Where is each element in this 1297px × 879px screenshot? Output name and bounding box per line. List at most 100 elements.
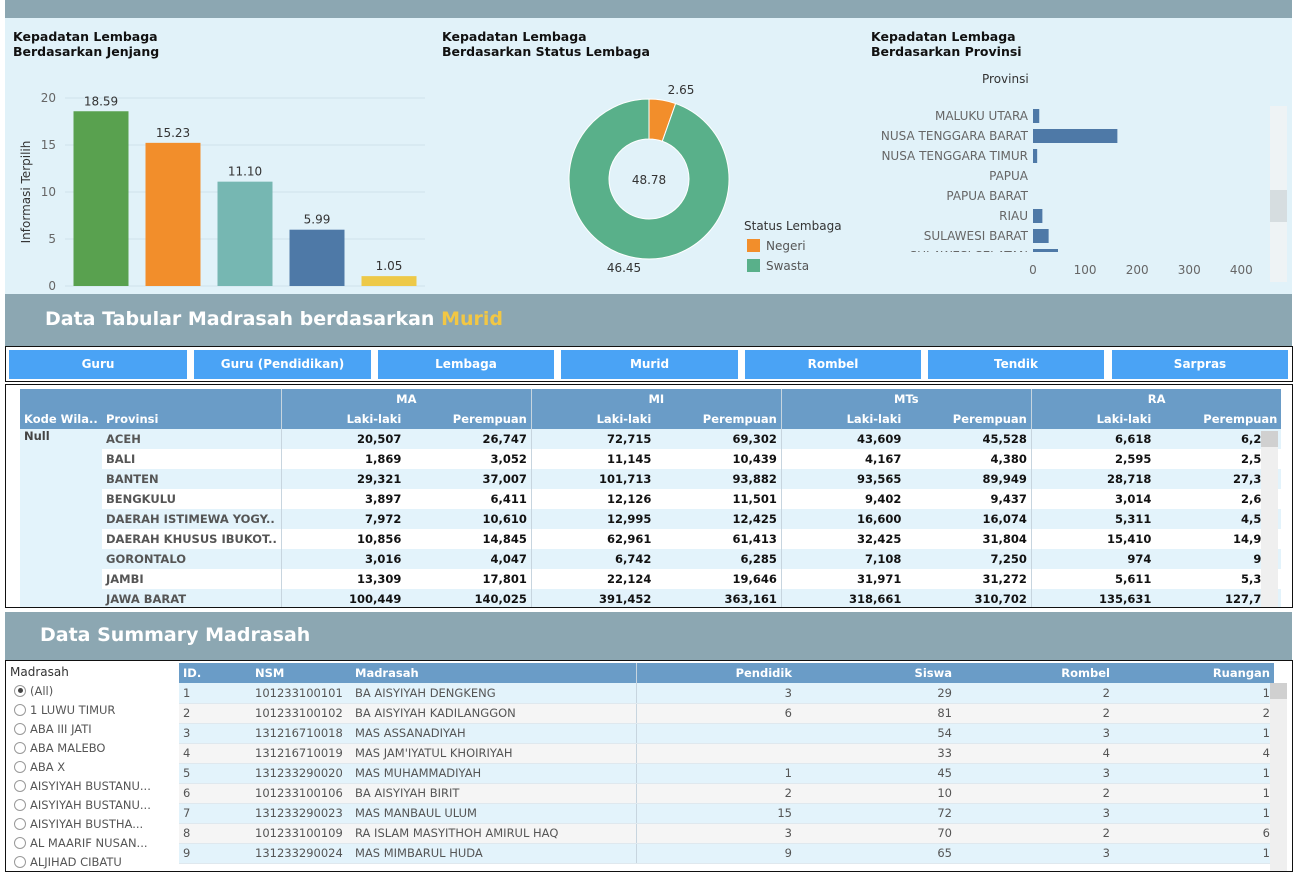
table-row[interactable]: JAWA BARAT 100,449 140,025 391,452 363,161 31… (20, 589, 1282, 607)
madrasah-filter-option[interactable]: ABA III JATI (14, 719, 92, 738)
table-row[interactable]: DAERAH ISTIMEWA YOGY.. 7,972 10,610 12,995 1… (20, 509, 1282, 529)
slice-swasta[interactable] (568, 98, 730, 260)
legend-swatch-negeri[interactable] (747, 239, 760, 252)
table-row[interactable]: 4 131216710019 MAS JAM'IYATUL KHOIRIYAH 33 4… (179, 743, 1274, 764)
bar-ra[interactable] (73, 111, 129, 286)
radio-button-icon[interactable] (14, 703, 26, 716)
radio-button-icon[interactable] (14, 760, 26, 773)
provinsi-bar-chart[interactable]: Provinsi MALUKU UTARA NUSA TENGGARA BARAT N… (865, 58, 1292, 294)
radio-button-icon[interactable] (14, 779, 26, 792)
table-row[interactable]: GORONTALO 3,016 4,047 6,742 6,285 7,108 7,250 9… (20, 549, 1282, 569)
status-title-line2: Berdasarkan Status Lembaga (442, 44, 650, 59)
tab-lembaga[interactable]: Lembaga (378, 350, 554, 379)
tab-murid[interactable]: Murid (561, 350, 738, 379)
header-ma-perempuan[interactable]: Perempuan (405, 409, 532, 429)
summary-scrollbar[interactable] (1270, 683, 1287, 871)
tabular-scrollbar-thumb[interactable] (1261, 431, 1278, 447)
legend-swatch-swasta[interactable] (747, 259, 760, 272)
bar-mi[interactable] (145, 142, 201, 286)
header-ra-perempuan[interactable]: Perempuan (1155, 409, 1282, 429)
header-mi-laki[interactable]: Laki-laki (531, 409, 656, 429)
header-group-mts[interactable]: MTs (781, 389, 1032, 409)
table-row[interactable]: BENGKULU 3,897 6,411 12,126 11,501 9,402 9,437… (20, 489, 1282, 509)
table-row[interactable]: Null ACEH 20,507 26,747 72,715 69,302 43,609 45… (20, 429, 1282, 607)
provinsi-bar[interactable] (1033, 229, 1049, 243)
header-ma-laki[interactable]: Laki-laki (281, 409, 406, 429)
header-provinsi[interactable]: Provinsi (102, 409, 282, 429)
table-row[interactable]: 3 131216710018 MAS ASSANADIYAH 54 3 1 (179, 723, 1274, 744)
nsm-cell: 101233100101 (251, 683, 351, 704)
header-mts-laki[interactable]: Laki-laki (781, 409, 906, 429)
provinsi-bar[interactable] (1033, 149, 1038, 163)
madrasah-filter-label: AISYIYAH BUSTANU... (30, 797, 151, 812)
tab-rombel[interactable]: Rombel (745, 350, 921, 379)
provinsi-cell: ACEH (102, 429, 282, 449)
summary-scrollbar-thumb[interactable] (1270, 683, 1287, 699)
provinsi-bar[interactable] (1033, 129, 1118, 143)
madrasah-filter-option[interactable]: AISYIYAH BUSTHA... (14, 814, 143, 833)
madrasah-filter-option[interactable]: (All) (14, 681, 53, 700)
value-cell: 93,882 (655, 469, 782, 489)
header-group-mi[interactable]: MI (531, 389, 782, 409)
table-row[interactable]: 2 101233100102 BA AISYIYAH KADILANGGON 6 81 2… (179, 703, 1274, 724)
radio-button-icon[interactable] (14, 722, 26, 735)
y-axis-label: Informasi Terpilih (19, 141, 33, 244)
tabular-scrollbar[interactable] (1261, 431, 1278, 607)
tab-tendik[interactable]: Tendik (928, 350, 1104, 379)
table-row[interactable]: BANTEN 29,321 37,007 101,713 93,882 93,565 89,… (20, 469, 1282, 489)
header-group-ma[interactable]: MA (281, 389, 532, 409)
summary-header-nsm[interactable]: NSM (251, 663, 351, 683)
table-row[interactable]: 6 101233100106 BA AISYIYAH BIRIT 2 10 2 1 (179, 783, 1274, 804)
summary-header-madrasah[interactable]: Madrasah (351, 663, 637, 683)
summary-header-rombel[interactable]: Rombel (956, 663, 1114, 683)
provinsi-scrollbar-thumb[interactable] (1270, 190, 1287, 222)
bar-ma[interactable] (289, 229, 345, 286)
radio-button-icon[interactable] (14, 741, 26, 754)
header-ra-laki[interactable]: Laki-laki (1031, 409, 1156, 429)
header-mts-perempuan[interactable]: Perempuan (905, 409, 1032, 429)
madrasah-filter-option[interactable]: ABA X (14, 757, 65, 776)
provinsi-bar-partial[interactable] (1033, 249, 1058, 263)
radio-button-icon[interactable] (14, 798, 26, 811)
radio-button-icon[interactable] (14, 855, 26, 868)
summary-header-siswa[interactable]: Siswa (796, 663, 956, 683)
table-row[interactable]: JAMBI 13,309 17,801 22,124 19,646 31,971 31,27… (20, 569, 1282, 589)
summary-header-ruangan[interactable]: Ruangan (1114, 663, 1274, 683)
provinsi-bar[interactable] (1033, 209, 1043, 223)
value-cell: 28,718 (1031, 469, 1156, 489)
provinsi-label: RIAU (999, 209, 1028, 223)
radio-button-icon[interactable] (14, 684, 26, 697)
table-row[interactable]: DAERAH KHUSUS IBUKOT.. 10,856 14,845 62,961… (20, 529, 1282, 549)
value-cell: 6,742 (531, 549, 656, 569)
tab-guru-pendidikan[interactable]: Guru (Pendidikan) (194, 350, 371, 379)
radio-button-icon[interactable] (14, 817, 26, 830)
madrasah-filter-option[interactable]: ALJIHAD CIBATU (14, 852, 122, 871)
header-kode-wilayah[interactable]: Kode Wila.. (20, 409, 102, 429)
summary-header-pendidik[interactable]: Pendidik (636, 663, 796, 683)
tab-guru[interactable]: Guru (9, 350, 187, 379)
header-group-ra[interactable]: RA (1031, 389, 1282, 409)
value-cell: 15,410 (1031, 529, 1156, 549)
table-row[interactable]: BALI 1,869 3,052 11,145 10,439 4,167 4,380 2,59… (20, 449, 1282, 469)
bar-mts[interactable] (217, 181, 273, 286)
madrasah-filter-option[interactable]: ABA MALEBO (14, 738, 105, 757)
tab-sarpras[interactable]: Sarpras (1112, 350, 1288, 379)
table-row[interactable]: 7 131233290023 MAS MANBAUL ULUM 15 72 3 1 (179, 803, 1274, 824)
header-mi-perempuan[interactable]: Perempuan (655, 409, 782, 429)
madrasah-filter-option[interactable]: AISYIYAH BUSTANU... (14, 776, 151, 795)
table-row[interactable]: 9 131233290024 MAS MIMBARUL HUDA 9 65 3 1 (179, 843, 1274, 864)
radio-button-icon[interactable] (14, 836, 26, 849)
table-row[interactable]: 5 131233290020 MAS MUHAMMADIYAH 1 45 3 1 (179, 763, 1274, 784)
status-donut-chart[interactable]: 48.78 2.65 46.45 Status Lembaga Negeri Swasta (435, 58, 865, 294)
provinsi-bar[interactable] (1033, 109, 1040, 123)
madrasah-filter-option[interactable]: AISYIYAH BUSTANU... (14, 795, 151, 814)
summary-header-id[interactable]: ID. (179, 663, 251, 683)
bar-mak[interactable] (361, 276, 417, 286)
jenjang-title-line1: Kepadatan Lembaga (13, 29, 158, 44)
table-row[interactable]: 8 101233100109 RA ISLAM MASYITHOH AMIRUL H… (179, 823, 1274, 844)
madrasah-filter-option[interactable]: AL MAARIF NUSAN... (14, 833, 148, 852)
id-cell: 5 (179, 763, 251, 784)
table-row[interactable]: 1 101233100101 BA AISYIYAH DENGKENG 3 29 2 1 (179, 683, 1274, 704)
madrasah-filter-option[interactable]: 1 LUWU TIMUR (14, 700, 115, 719)
